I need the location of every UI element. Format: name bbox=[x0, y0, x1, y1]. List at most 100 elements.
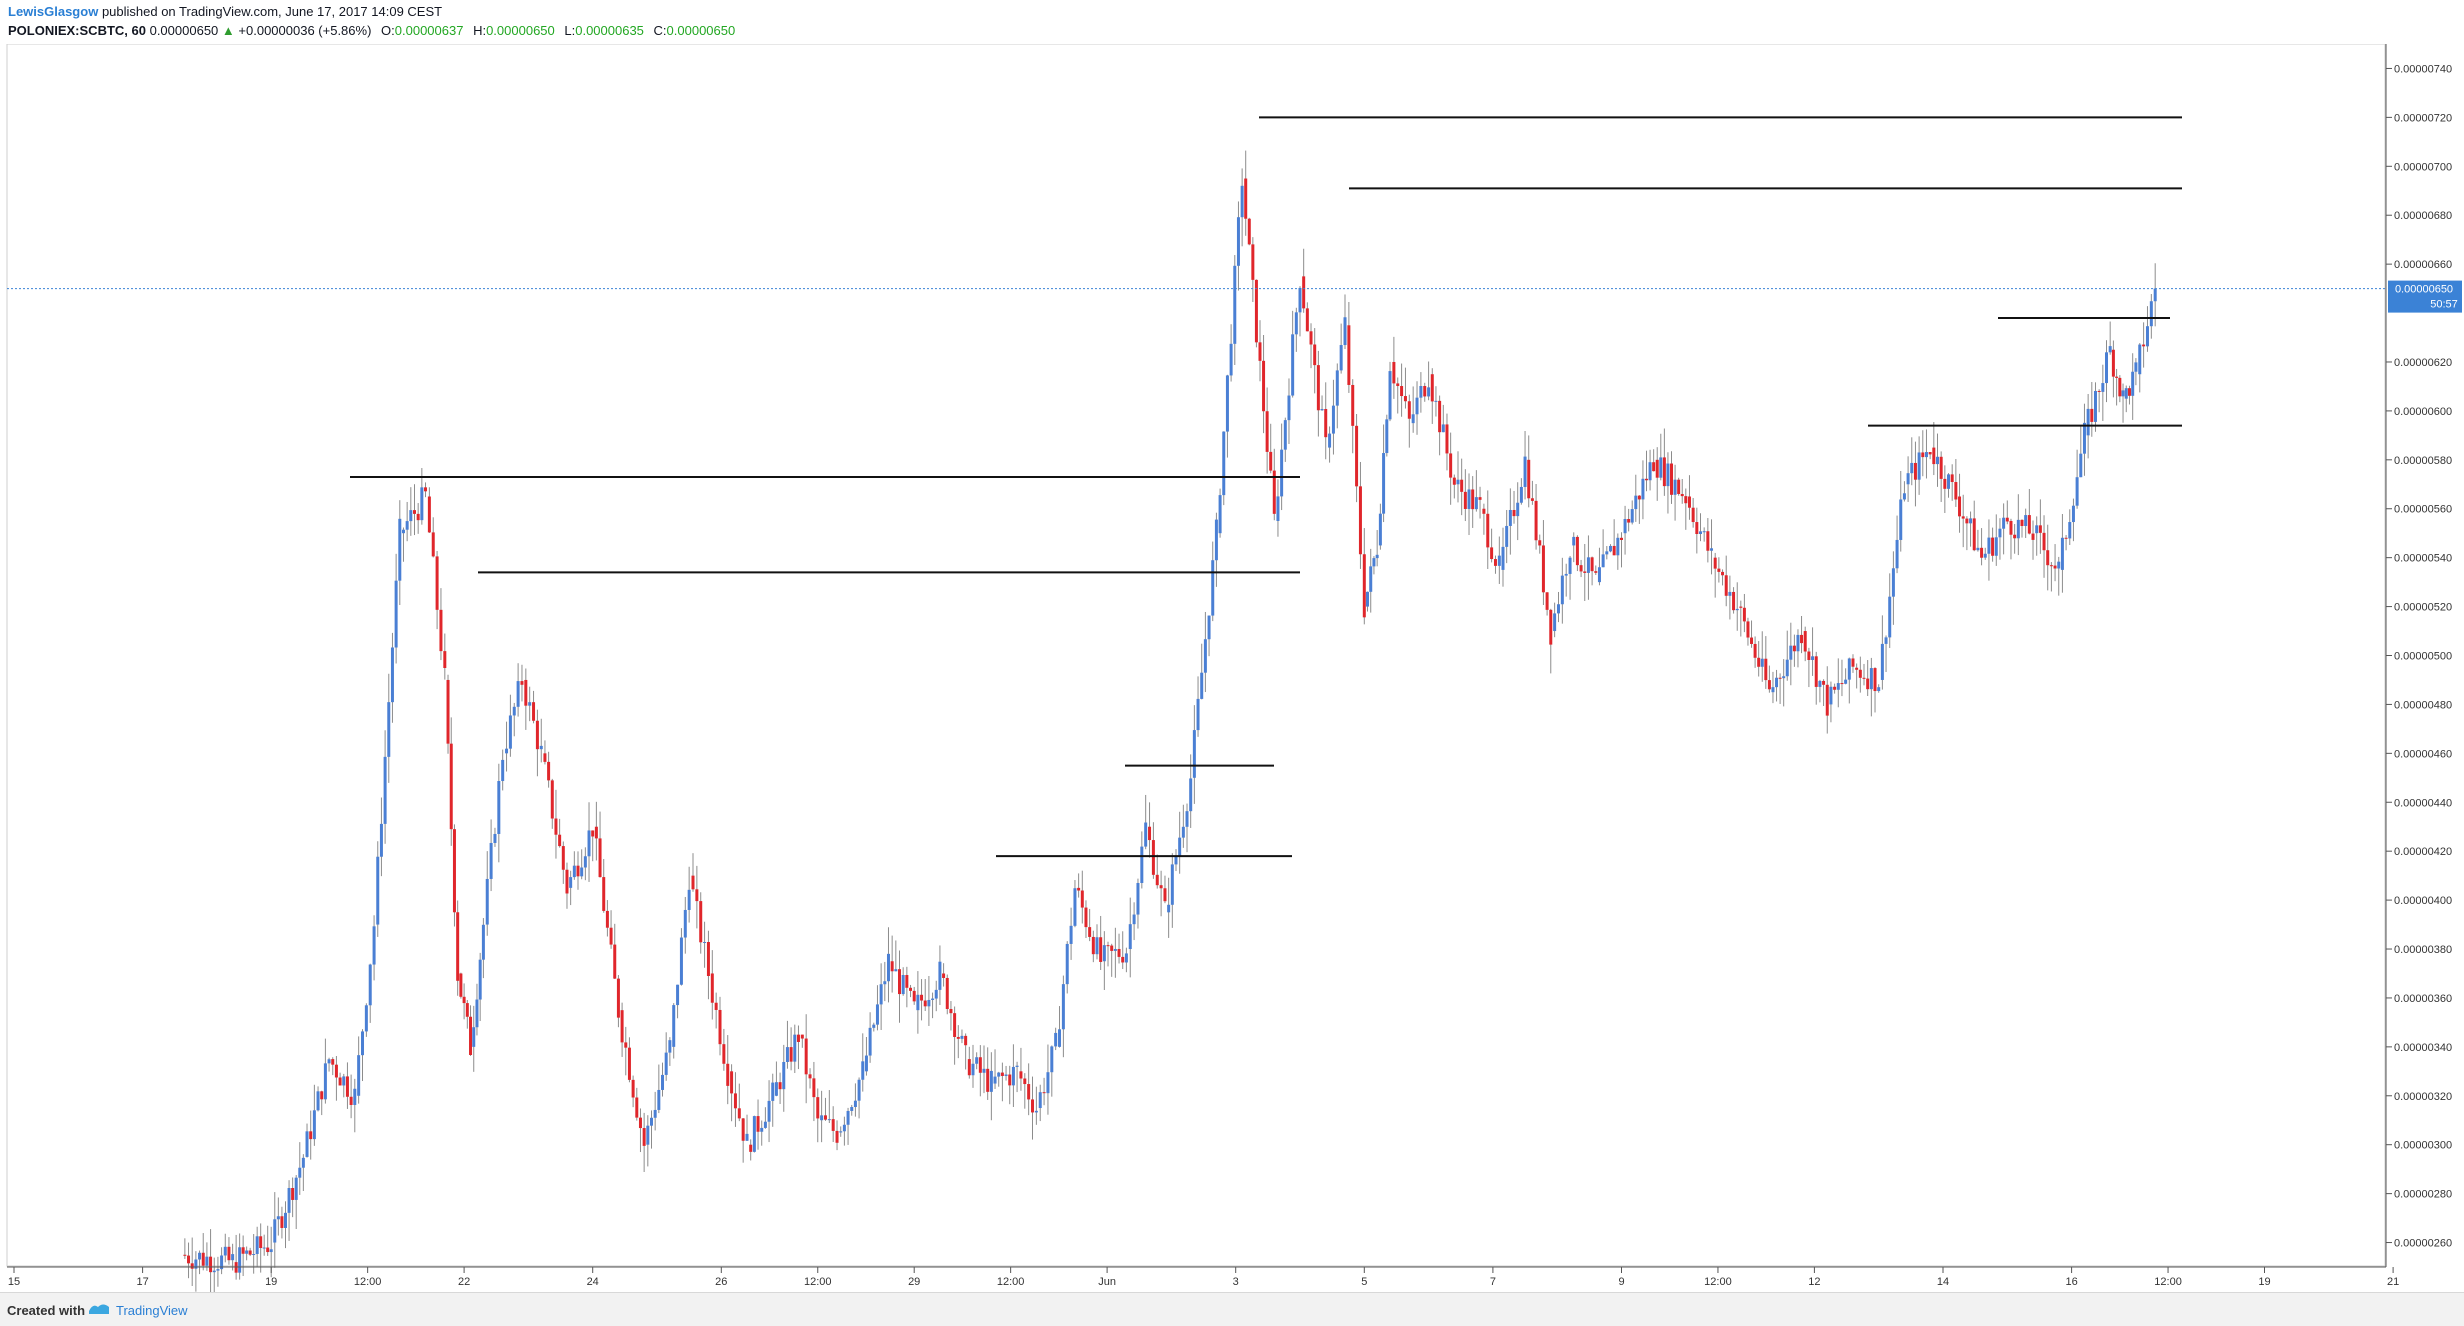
y-tick-label-17: 0.00000380 bbox=[2394, 944, 2452, 956]
candle-body-399 bbox=[1655, 459, 1659, 478]
candle-body-63 bbox=[412, 510, 416, 514]
candle-body-436 bbox=[1789, 645, 1793, 660]
candle-body-530 bbox=[2131, 371, 2135, 396]
candle-body-69 bbox=[435, 556, 439, 610]
y-tick-label-2: 0.00000700 bbox=[2394, 161, 2452, 173]
candle-body-354 bbox=[1490, 547, 1494, 560]
candle-body-132 bbox=[664, 1052, 668, 1075]
candle-body-75 bbox=[456, 912, 460, 981]
candle-body-259 bbox=[1140, 846, 1144, 883]
candle-body-128 bbox=[649, 1117, 653, 1126]
candle-body-282 bbox=[1225, 375, 1229, 432]
countdown-value: 50:57 bbox=[2430, 299, 2458, 311]
candle-body-255 bbox=[1124, 953, 1128, 963]
candle-body-446 bbox=[1825, 684, 1829, 716]
time-axis[interactable]: 15 17 19 12:00 22 24 26 12:00 29 12:00 Jun 3 5 7 9 12:0… bbox=[7, 1266, 2399, 1288]
candle-body-129 bbox=[653, 1109, 657, 1118]
candle-body-213 bbox=[967, 1059, 971, 1076]
price-axis[interactable]: 0.00000740 0.00000720 0.00000700 0.00000680… bbox=[2385, 44, 2452, 1267]
y-tick-label-7: 0.00000580 bbox=[2394, 455, 2452, 467]
tradingview-link[interactable]: TradingView bbox=[116, 1303, 188, 1318]
candle-body-208 bbox=[949, 1008, 953, 1014]
candle-body-532 bbox=[2138, 344, 2142, 375]
candle-body-450 bbox=[1840, 683, 1844, 685]
candle-body-28 bbox=[283, 1212, 287, 1228]
candle-body-210 bbox=[956, 1036, 960, 1039]
candle-body-8 bbox=[212, 1270, 216, 1273]
candle-body-126 bbox=[642, 1128, 646, 1146]
candle-body-284 bbox=[1233, 265, 1237, 344]
candle-body-138 bbox=[687, 889, 691, 910]
candle-body-30 bbox=[291, 1188, 295, 1200]
candle-body-358 bbox=[1505, 525, 1509, 547]
candle-body-426 bbox=[1753, 643, 1757, 658]
candle-body-506 bbox=[2046, 550, 2050, 566]
candle-body-347 bbox=[1463, 491, 1467, 509]
candle-body-281 bbox=[1222, 431, 1226, 496]
candle-body-519 bbox=[2093, 390, 2097, 422]
candle-body-343 bbox=[1449, 453, 1453, 478]
chart-header: LewisGlasgow published on TradingView.co… bbox=[0, 0, 2464, 44]
candle-body-298 bbox=[1283, 420, 1287, 450]
candle-body-17 bbox=[245, 1250, 249, 1254]
candle-body-217 bbox=[982, 1068, 986, 1073]
candle-body-159 bbox=[767, 1100, 771, 1122]
candle-body-379 bbox=[1583, 571, 1587, 573]
candle-body-161 bbox=[774, 1082, 778, 1096]
candle-body-424 bbox=[1746, 621, 1750, 638]
candle-body-349 bbox=[1471, 489, 1475, 510]
candle-body-262 bbox=[1151, 840, 1155, 875]
candle-body-84 bbox=[485, 878, 489, 925]
candle-body-440 bbox=[1803, 631, 1807, 652]
candle-body-467 bbox=[1902, 493, 1906, 500]
candle-body-515 bbox=[2079, 453, 2083, 478]
price-chart[interactable]: 0.00000740 0.00000720 0.00000700 0.00000680… bbox=[0, 44, 2464, 1292]
candle-body-517 bbox=[2086, 408, 2090, 436]
candle-body-220 bbox=[993, 1076, 997, 1084]
candle-body-243 bbox=[1080, 890, 1084, 908]
candle-body-15 bbox=[238, 1247, 242, 1273]
candle-body-54 bbox=[379, 823, 383, 857]
candle-body-366 bbox=[1534, 500, 1538, 541]
x-tick-label-4: 22 bbox=[458, 1276, 470, 1288]
author-link[interactable]: LewisGlasgow bbox=[8, 4, 99, 19]
candle-body-341 bbox=[1441, 424, 1445, 433]
candle-body-271 bbox=[1185, 811, 1189, 827]
candle-body-299 bbox=[1287, 395, 1291, 421]
candle-body-155 bbox=[752, 1116, 756, 1152]
plot-area[interactable] bbox=[6, 44, 2386, 1267]
candle-body-36 bbox=[312, 1110, 316, 1140]
candle-body-99 bbox=[543, 753, 547, 762]
candle-body-462 bbox=[1884, 637, 1888, 644]
candle-body-357 bbox=[1501, 546, 1505, 570]
candle-body-134 bbox=[672, 1005, 676, 1047]
candle-body-387 bbox=[1612, 545, 1616, 556]
candle-body-406 bbox=[1680, 493, 1684, 497]
candle-body-79 bbox=[469, 1016, 473, 1055]
candle-body-373 bbox=[1560, 575, 1564, 605]
candle-body-443 bbox=[1814, 656, 1818, 687]
candle-body-184 bbox=[861, 1061, 865, 1080]
candle-body-6 bbox=[205, 1256, 209, 1266]
candle-body-76 bbox=[459, 973, 463, 997]
y-tick-label-22: 0.00000280 bbox=[2394, 1189, 2452, 1201]
candle-body-466 bbox=[1899, 499, 1903, 540]
candle-body-496 bbox=[2009, 520, 2013, 535]
y-tick-label-16: 0.00000400 bbox=[2394, 895, 2452, 907]
candle-body-68 bbox=[431, 532, 435, 557]
candle-body-35 bbox=[309, 1131, 313, 1140]
candle-body-204 bbox=[934, 989, 938, 999]
candle-body-266 bbox=[1167, 904, 1171, 913]
candle-body-433 bbox=[1778, 677, 1782, 679]
candle-body-258 bbox=[1136, 882, 1140, 915]
symbol-label: POLONIEX:SCBTC, 60 bbox=[8, 23, 146, 38]
candle-body-272 bbox=[1189, 778, 1193, 812]
candle-body-478 bbox=[1943, 478, 1947, 489]
candle-body-338 bbox=[1430, 374, 1434, 402]
publish-line: LewisGlasgow published on TradingView.co… bbox=[8, 4, 442, 19]
y-tick-label-19: 0.00000340 bbox=[2394, 1042, 2452, 1054]
candle-body-87 bbox=[497, 781, 501, 834]
candle-body-71 bbox=[443, 651, 447, 668]
candle-body-493 bbox=[1998, 528, 2002, 538]
candle-body-291 bbox=[1258, 342, 1262, 361]
